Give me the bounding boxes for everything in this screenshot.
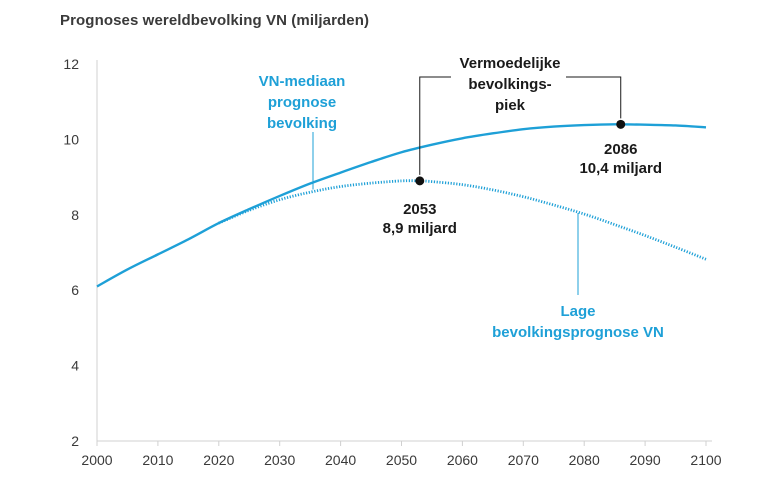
y-tick-label: 6 <box>71 282 79 298</box>
point-2086-year: 2086 <box>604 141 637 158</box>
x-tick-label: 2020 <box>203 452 234 468</box>
y-tick-label: 4 <box>71 358 79 374</box>
x-tick-label: 2000 <box>81 452 112 468</box>
peak-bracket-left <box>419 76 451 175</box>
x-tick-label: 2050 <box>386 452 417 468</box>
series-median-line <box>96 123 707 288</box>
low-series-label: Lage bevolkingsprognose VN <box>492 303 664 341</box>
peak-label: Vermoedelijke bevolkings-piek <box>460 55 561 114</box>
series-low-line <box>218 179 707 261</box>
x-tick-label: 2070 <box>508 452 539 468</box>
x-tick-label: 2030 <box>264 452 295 468</box>
x-tick-label: 2040 <box>325 452 356 468</box>
x-tick-label: 2060 <box>447 452 478 468</box>
point-2086-marker <box>616 119 626 129</box>
point-2053-value: 8,9 miljard <box>383 220 457 237</box>
median-series-label: VN-mediaan prognose bevolking <box>259 73 346 132</box>
x-tick-label: 2100 <box>690 452 721 468</box>
x-tick-label: 2010 <box>142 452 173 468</box>
y-tick-label: 12 <box>63 56 79 72</box>
point-2053-marker <box>415 176 425 186</box>
y-tick-label: 8 <box>71 207 79 223</box>
y-tick-label: 2 <box>71 433 79 449</box>
peak-bracket-right <box>566 76 622 119</box>
chart-title: Prognoses wereldbevolking VN (miljarden) <box>60 12 370 29</box>
x-tick-label: 2080 <box>569 452 600 468</box>
x-tick-label: 2090 <box>630 452 661 468</box>
point-2053-year: 2053 <box>403 201 436 218</box>
y-tick-label: 10 <box>63 131 79 147</box>
point-2086-value: 10,4 miljard <box>579 160 662 177</box>
